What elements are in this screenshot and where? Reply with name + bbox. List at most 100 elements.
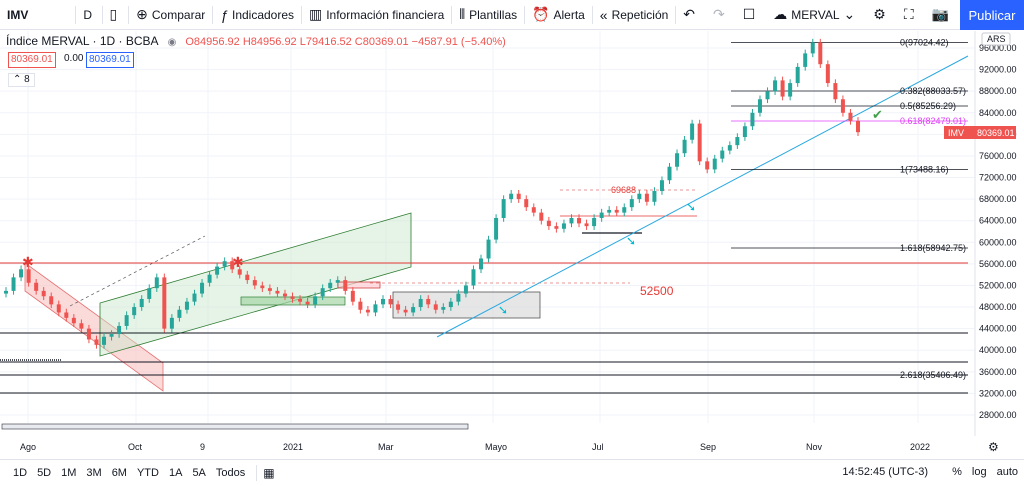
currency-button[interactable] [981, 32, 1011, 46]
cloud-icon: ☁ [773, 6, 788, 22]
candle-body [26, 269, 31, 283]
candle-body [320, 288, 325, 297]
candle-body [305, 301, 310, 305]
chart-type-button[interactable]: ▯ [103, 0, 129, 30]
candle-body [471, 269, 476, 286]
divider [256, 465, 258, 481]
percent-toggle[interactable]: % [952, 466, 962, 478]
eye-icon[interactable]: ◉ [167, 37, 177, 48]
dashed-channel-upper [69, 235, 206, 307]
price-axis[interactable]: 96000.0092000.0088000.0084000.0080000.00… [974, 31, 1017, 436]
price-chart[interactable]: 52500 69688 0(97024.42) 0.382(88033.57) 0.… [0, 31, 1024, 436]
settings-button[interactable]: ⚙ [866, 0, 897, 30]
candle-body [117, 325, 122, 335]
sell-price-box[interactable]: 80369.01 [8, 52, 56, 68]
candle-body [584, 223, 589, 227]
candle-body [328, 282, 333, 289]
symbol-search[interactable]: IMV [7, 7, 29, 22]
candle-body [765, 91, 770, 100]
publish-button[interactable]: Publicar [960, 0, 1024, 30]
timeframe-3m[interactable]: 3M [86, 467, 102, 479]
candle-body [313, 296, 318, 305]
fullscreen-toggle[interactable]: ☐ [736, 0, 767, 30]
spread-value: 0.00 [64, 53, 84, 64]
candle-body [350, 290, 355, 302]
candle-body [282, 293, 287, 297]
clock[interactable]: 14:52:45 (UTC-3) [842, 466, 928, 478]
auto-toggle[interactable]: auto [996, 466, 1018, 478]
candle-body [200, 282, 205, 294]
candle-body [516, 193, 521, 200]
buy-price-box[interactable]: 80369.01 [86, 52, 134, 68]
candle-body [463, 285, 468, 294]
candle-body [19, 269, 24, 278]
price-tick: 60000.00 [979, 237, 1017, 247]
candle-body [644, 193, 649, 202]
candle-body [675, 153, 680, 167]
timeframe-1m[interactable]: 1M [61, 467, 77, 479]
time-axis[interactable]: Ago Oct 9 2021 Mar Mayo Jul Sep Nov 2022 [0, 440, 976, 456]
time-tick: Nov [806, 442, 823, 452]
candle-body [94, 339, 99, 345]
redo-icon: ↷ [712, 6, 725, 22]
candle-body [41, 290, 46, 297]
candle-body [773, 80, 778, 92]
price-tick: 48000.00 [979, 302, 1017, 312]
candle-body [290, 296, 295, 299]
candle-body [237, 269, 242, 275]
candle-body [71, 317, 76, 324]
templates-button[interactable]: ⫴ Plantillas [459, 6, 518, 22]
replay-button[interactable]: «Repetición [599, 6, 669, 23]
candle-body [614, 209, 619, 213]
time-tick: Mar [378, 442, 394, 452]
instrument-title[interactable]: Índice MERVAL · 1D · BCBA [6, 34, 159, 48]
candle-body [388, 298, 393, 305]
financials-button[interactable]: ▥ Información financiera [308, 6, 445, 22]
fib-label: 0.618(82479.01) [900, 116, 966, 126]
time-settings-button[interactable]: ⚙ [988, 440, 999, 454]
price-tick: 40000.00 [979, 345, 1017, 355]
function-icon: ƒ [220, 6, 228, 23]
indicators-collapse-button[interactable]: ⌃ 8 [8, 73, 35, 87]
indicators-button[interactable]: ƒ Indicadores [220, 6, 295, 23]
timeframe-1a[interactable]: 1A [168, 467, 183, 479]
alert-button[interactable]: ⏰ Alerta [532, 6, 585, 22]
price-tick: 52000.00 [979, 280, 1017, 290]
timeframe-ytd[interactable]: YTD [136, 467, 159, 479]
candle-body [230, 261, 235, 270]
date-range-icon[interactable]: ▦ [263, 466, 275, 480]
divider [524, 5, 526, 24]
candle-body [479, 258, 484, 270]
layout-name-button[interactable]: ☁ MERVAL ⌄ [773, 6, 856, 22]
falling-channel [24, 262, 164, 392]
redo-button[interactable]: ↷ [706, 0, 736, 30]
undo-icon: ↶ [683, 6, 695, 22]
candle-body [637, 193, 642, 200]
price-tick: 72000.00 [979, 173, 1017, 183]
timeframe-1d[interactable]: 1D [13, 467, 28, 479]
timeframe-todos[interactable]: Todos [215, 467, 246, 479]
fib-retracement: 0(97024.42) 0.382(88033.57) 0.5(85256.29) 0… [731, 37, 968, 380]
candle-body [667, 166, 672, 181]
divider [128, 5, 130, 24]
snapshot-button[interactable]: 📷 [925, 0, 960, 30]
price-tick: 84000.00 [979, 108, 1017, 118]
alarm-clock-icon: ⏰ [532, 6, 550, 22]
compare-button[interactable]: ⊕ Comparar [136, 6, 206, 22]
rewind-icon: « [599, 6, 608, 23]
candle-body [124, 315, 129, 326]
timeframe-5a[interactable]: 5A [192, 467, 206, 479]
candle-body [343, 280, 348, 291]
candle-body [433, 304, 438, 310]
fullscreen-button[interactable]: ⛶ [897, 0, 925, 30]
undo-button[interactable]: ↶ [676, 0, 706, 30]
timeframe-5d[interactable]: 5D [37, 467, 52, 479]
candle-body [531, 207, 536, 213]
timeframe-6m[interactable]: 6M [111, 467, 127, 479]
candle-body [652, 191, 657, 202]
price-tick: 92000.00 [979, 65, 1017, 75]
indicator-count: 8 [24, 74, 30, 85]
interval-button[interactable]: D [83, 7, 93, 22]
log-toggle[interactable]: log [971, 466, 987, 478]
horizontal-scrollbar[interactable] [1, 423, 469, 430]
